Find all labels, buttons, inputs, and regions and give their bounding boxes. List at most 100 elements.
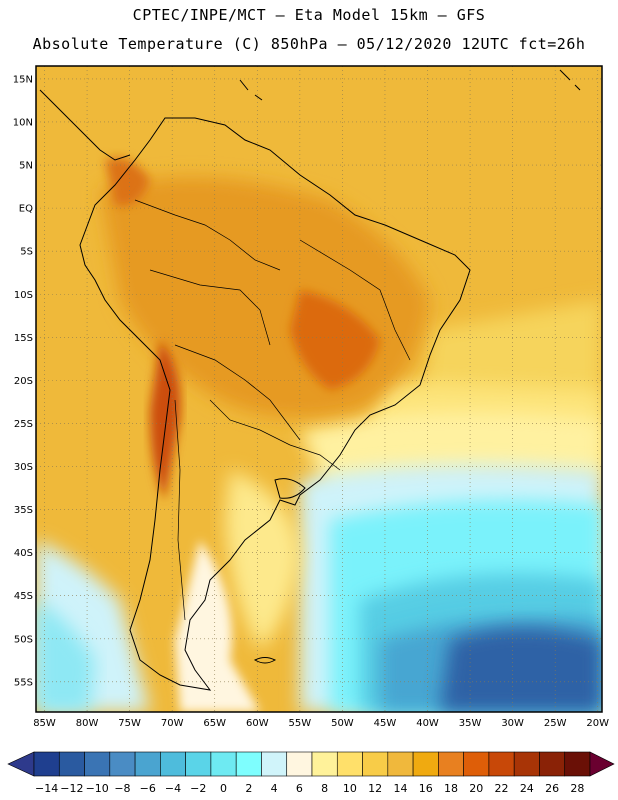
- colorbar-low-arrow: [7, 751, 35, 777]
- colorbar-label: −10: [86, 782, 109, 795]
- colorbar-label: 16: [419, 782, 433, 795]
- colorbar-label: 24: [520, 782, 534, 795]
- colorbar-swatch: [58, 751, 85, 777]
- colorbar-swatch: [463, 751, 490, 777]
- lon-label: 40W: [416, 718, 439, 729]
- colorbar-swatch: [412, 751, 439, 777]
- lon-label: 20W: [586, 718, 609, 729]
- title-line-1: CPTEC/INPE/MCT – Eta Model 15km – GFS: [132, 6, 486, 24]
- colorbar-swatch: [513, 751, 540, 777]
- colorbar-label: 8: [321, 782, 328, 795]
- south-america-outline: [79, 117, 471, 691]
- border-uruguay: [289, 444, 341, 471]
- colorbar-label: −14: [35, 782, 58, 795]
- country-borders: [134, 199, 411, 621]
- colorbar-swatch: [311, 751, 338, 777]
- colorbar-swatch: [210, 751, 237, 777]
- lon-label: 70W: [161, 718, 184, 729]
- colorbar-swatch: [185, 751, 212, 777]
- colorbar-label: −12: [60, 782, 83, 795]
- colorbar-label: 26: [545, 782, 559, 795]
- colorbar-label: 28: [570, 782, 584, 795]
- lat-label: 10S: [14, 290, 33, 301]
- border-paraguay: [209, 399, 291, 446]
- central-america-outline: [39, 89, 131, 161]
- colorbar-label: 12: [368, 782, 382, 795]
- colorbar-label: −6: [140, 782, 156, 795]
- lat-label: 5S: [20, 247, 33, 258]
- field-patagonia-cool: [175, 540, 260, 712]
- lat-label: 50S: [14, 634, 33, 645]
- lat-label: 55S: [14, 677, 33, 688]
- colorbar-label: 2: [245, 782, 252, 795]
- temperature-field: [36, 66, 602, 712]
- lat-label: 20S: [14, 376, 33, 387]
- rio-de-la-plata: [274, 478, 306, 499]
- colorbar-label: 18: [444, 782, 458, 795]
- colorbar-swatch: [134, 751, 161, 777]
- lat-label: EQ: [19, 204, 33, 215]
- colorbar-swatch: [261, 751, 288, 777]
- lon-label: 65W: [203, 718, 226, 729]
- border-bolivia: [174, 344, 301, 441]
- border-peru-brazil: [149, 269, 271, 346]
- field-argentina-yellow: [225, 470, 300, 650]
- falklands: [253, 657, 277, 664]
- colorbar-swatch: [160, 751, 186, 777]
- colorbar-swatch: [362, 751, 389, 777]
- field-colombia-hot: [105, 157, 150, 206]
- colorbar-swatch: [235, 751, 262, 777]
- colorbar-label: 6: [296, 782, 303, 795]
- title-line-2: Absolute Temperature (C) 850hPa – 05/12/…: [32, 35, 586, 53]
- colorbar-swatch: [564, 751, 591, 777]
- colorbar: [7, 751, 615, 777]
- colorbar-swatch: [33, 751, 60, 777]
- colorbar-swatch: [387, 751, 414, 777]
- colorbar-label: 4: [271, 782, 278, 795]
- lat-label: 35S: [14, 505, 33, 516]
- colorbar-high-arrow: [589, 751, 615, 777]
- field-central-brazil-hot: [290, 290, 380, 390]
- longitude-labels: 85W 80W 75W 70W 65W 60W 55W 50W 45W 40W 35W 30W 25W 2…: [33, 718, 609, 729]
- field-andes-hot: [150, 340, 181, 500]
- colorbar-label: 14: [393, 782, 407, 795]
- lat-label: 15N: [13, 74, 33, 85]
- colorbar-swatch: [109, 751, 136, 777]
- lon-label: 80W: [76, 718, 99, 729]
- colorbar-label: 20: [469, 782, 483, 795]
- lon-label: 60W: [246, 718, 269, 729]
- lon-label: 85W: [33, 718, 56, 729]
- lon-label: 50W: [331, 718, 354, 729]
- colorbar-label: 10: [343, 782, 357, 795]
- latitude-labels: 15N 10N 5N EQ 5S 10S 15S 20S 25S 30S 35S 40S 45S 50S 5…: [13, 74, 33, 688]
- border-brazil-states: [299, 239, 411, 361]
- colorbar-swatch: [84, 751, 111, 777]
- lat-label: 5N: [19, 161, 33, 172]
- lat-label: 15S: [14, 333, 33, 344]
- colorbar-label: −2: [190, 782, 206, 795]
- colorbar-swatch: [286, 751, 313, 777]
- colorbar-swatch: [539, 751, 566, 777]
- colorbar-labels: −14 −12 −10 −8 −6 −4 −2 0 2 4 6 8 10 12 14 16 18 20 22 24 26…: [35, 782, 584, 795]
- lon-label: 30W: [501, 718, 524, 729]
- coastlines: [39, 69, 581, 691]
- lon-label: 45W: [374, 718, 397, 729]
- colorbar-swatch: [488, 751, 515, 777]
- colorbar-label: 22: [495, 782, 509, 795]
- colorbar-label: 0: [220, 782, 227, 795]
- colorbar-label: −8: [114, 782, 130, 795]
- plot-frame: [35, 65, 603, 713]
- border-north: [134, 199, 281, 271]
- lon-label: 25W: [544, 718, 567, 729]
- lat-label: 40S: [14, 548, 33, 559]
- lon-label: 75W: [118, 718, 141, 729]
- lon-label: 35W: [459, 718, 482, 729]
- lat-label: 30S: [14, 462, 33, 473]
- lon-label: 55W: [289, 718, 312, 729]
- border-chile-argentina: [174, 399, 186, 621]
- lat-label: 45S: [14, 591, 33, 602]
- colorbar-swatch: [336, 751, 363, 777]
- colorbar-swatch: [438, 751, 464, 777]
- lat-label: 25S: [14, 419, 33, 430]
